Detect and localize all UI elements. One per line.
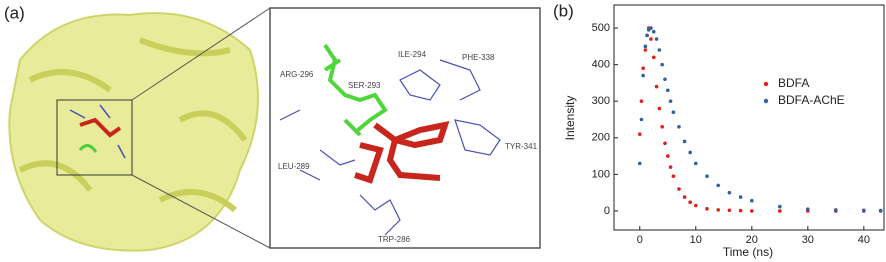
residue-label: TYR-341: [505, 142, 538, 151]
data-point: [878, 208, 883, 213]
data-point: [750, 209, 754, 213]
data-point: [663, 141, 667, 146]
data-point: [677, 187, 681, 191]
data-point: [778, 209, 782, 213]
residue-label: LEU-289: [278, 162, 310, 171]
data-point: [727, 190, 732, 195]
data-point: [862, 208, 866, 213]
data-point: [639, 99, 644, 104]
data-point: [688, 150, 692, 155]
data-point: [654, 84, 659, 89]
data-point: [660, 125, 664, 129]
data-point: [649, 26, 653, 30]
data-point: [668, 165, 673, 169]
x-tick-label: 30: [802, 234, 814, 246]
data-point: [651, 55, 656, 60]
data-point: [663, 77, 667, 82]
data-point: [649, 37, 653, 41]
panel-label: (a): [4, 3, 25, 22]
residue-label: SER-293: [348, 81, 381, 90]
data-point: [639, 117, 644, 122]
data-point: [671, 110, 676, 114]
data-point: [682, 195, 687, 199]
x-tick-label: 40: [858, 234, 870, 246]
data-point: [660, 62, 664, 67]
data-point: [654, 37, 659, 41]
legend-marker: [763, 81, 769, 87]
data-point: [806, 207, 810, 211]
y-tick-label: 200: [592, 132, 610, 144]
data-point: [665, 88, 670, 93]
residue-label: TRP-286: [378, 235, 411, 244]
data-point: [693, 161, 698, 166]
data-point: [727, 208, 732, 213]
x-axis-title: Time (ns): [723, 245, 773, 259]
y-axis-title: Intensity: [563, 96, 577, 141]
data-point: [637, 132, 642, 136]
y-tick-label: 0: [604, 205, 610, 217]
data-point: [738, 208, 743, 213]
data-point: [645, 33, 649, 38]
data-point: [657, 106, 662, 111]
data-point: [834, 208, 838, 212]
data-point: [682, 139, 687, 144]
binding-site: [279, 43, 501, 236]
data-point: [778, 204, 782, 209]
data-point: [705, 206, 709, 211]
zoom-box: [56, 99, 133, 176]
zoom-panel: [269, 7, 541, 249]
data-point: [637, 161, 642, 166]
data-point: [668, 99, 673, 104]
data-point: [641, 73, 645, 78]
residue-label: ARG-296: [280, 70, 314, 79]
data-point: [716, 208, 720, 212]
data-point: [643, 44, 648, 49]
residue-label: PHE-338: [462, 53, 495, 62]
data-point: [657, 48, 662, 52]
residue-label: ILE-294: [398, 50, 427, 59]
legend-label: BDFA-AChE: [778, 93, 845, 107]
y-tick-label: 400: [592, 59, 610, 71]
data-point: [705, 174, 709, 179]
data-point: [677, 125, 681, 129]
zoom-line: [131, 7, 271, 101]
protein-structure: [8, 12, 259, 252]
data-point: [643, 48, 648, 52]
data-point: [641, 66, 645, 71]
zoom-line: [131, 174, 271, 249]
legend-marker: [763, 98, 769, 104]
data-point: [665, 154, 670, 158]
data-point: [750, 198, 754, 203]
y-tick-label: 300: [592, 95, 610, 107]
data-point: [688, 200, 692, 204]
panel-label: (b): [553, 1, 574, 20]
data-point: [716, 183, 720, 188]
x-tick-label: 0: [637, 234, 643, 246]
plot-frame: [613, 4, 885, 231]
legend-label: BDFA: [778, 76, 809, 90]
y-tick-label: 100: [592, 168, 610, 180]
data-point: [671, 174, 676, 179]
data-point: [651, 29, 656, 34]
data-point: [693, 203, 698, 208]
data-point: [738, 195, 743, 199]
x-tick-label: 10: [690, 234, 702, 246]
x-tick-label: 20: [746, 234, 758, 246]
y-tick-label: 500: [592, 22, 610, 34]
